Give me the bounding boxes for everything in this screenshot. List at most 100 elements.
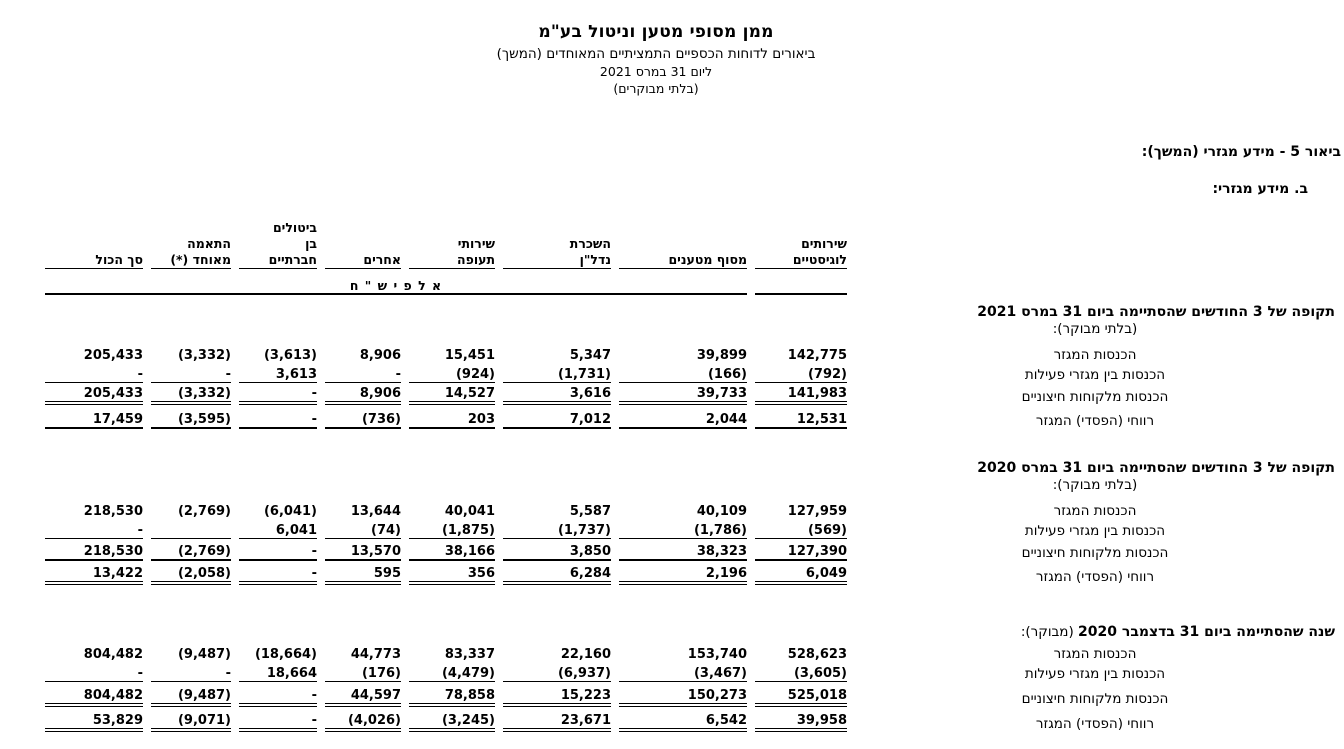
company-name: ממן מסופי מטען וניטול בע"מ — [538, 22, 774, 42]
value-cell: 8,906 — [359, 348, 401, 363]
value-cell: 39,899 — [696, 348, 747, 363]
row-label: הכנסות מלקוחות חיצוניים — [1021, 691, 1169, 707]
value-cell: 2,196 — [619, 561, 747, 585]
value-cell: (736) — [325, 405, 401, 429]
value-cell: 2,044 — [619, 405, 747, 429]
value-cell: (2,769) — [177, 504, 231, 519]
value-cell: 78,858 — [409, 682, 495, 707]
empty-cell — [45, 476, 143, 493]
value-cell — [151, 519, 231, 539]
value-cell: (1,875) — [409, 519, 495, 539]
value-cell: 150,273 — [619, 682, 747, 707]
value-cell: - — [239, 383, 317, 405]
empty-cell — [755, 476, 847, 493]
section-audit-label: (בלתי מבוקר): — [1052, 321, 1138, 337]
value-cell: (569) — [755, 519, 847, 539]
section-title: תקופה של 3 החודשים שהסתיימה ביום 31 במרס… — [45, 301, 1335, 320]
value-cell: 53,829 — [45, 707, 143, 732]
note-subtitle: ב. מידע מגזרי: — [1212, 181, 1308, 197]
value-cell: (4,479) — [409, 662, 495, 682]
section-title-text: תקופה של 3 החודשים שהסתיימה ביום 31 במרס… — [977, 304, 1335, 320]
value-cell: (176) — [325, 662, 401, 682]
value-cell: 595 — [325, 561, 401, 585]
units-row-spacer — [855, 269, 1335, 295]
value-cell: 127,390 — [755, 539, 847, 561]
value-cell: (3,595) — [151, 405, 231, 429]
value-cell: 22,160 — [560, 647, 611, 662]
value-cell: 5,347 — [569, 348, 611, 363]
value-cell: (3,245) — [409, 707, 495, 732]
column-header-eliminations: ביטולים בן חברתיים — [239, 196, 317, 269]
value-cell: 525,018 — [755, 682, 847, 707]
row-label: רווחי (הפסדי) המגזר — [1035, 569, 1155, 585]
value-cell: (9,487) — [177, 647, 231, 662]
value-cell: 38,323 — [619, 539, 747, 561]
value-cell: (3,332) — [151, 383, 231, 405]
value-cell: 13,644 — [350, 504, 401, 519]
value-cell: 804,482 — [45, 682, 143, 707]
value-cell: 153,740 — [687, 647, 747, 662]
section-title-text: תקופה של 3 החודשים שהסתיימה ביום 31 במרס… — [977, 460, 1335, 476]
column-header-logistics: שירותים לוגיסטיים — [755, 196, 847, 269]
value-cell: (3,613) — [263, 348, 317, 363]
value-cell: 18,664 — [239, 662, 317, 682]
value-cell: 218,530 — [83, 504, 143, 519]
column-header-spacer — [855, 196, 1335, 269]
value-cell: 205,433 — [83, 348, 143, 363]
empty-cell — [409, 476, 495, 493]
value-cell: - — [239, 539, 317, 561]
value-cell: 15,223 — [503, 682, 611, 707]
value-cell: (74) — [325, 519, 401, 539]
document-header: ממן מסופי מטען וניטול בע"מ ביאורים לדוחו… — [0, 22, 1312, 98]
value-cell: 40,109 — [696, 504, 747, 519]
row-label: הכנסות בין מגזרי פעילות — [1024, 523, 1166, 539]
value-cell: - — [325, 363, 401, 383]
note-title: ביאור 5 - מידע מגזרי (המשך): — [1141, 144, 1341, 160]
value-cell: 17,459 — [45, 405, 143, 429]
value-cell: 15,451 — [444, 348, 495, 363]
value-cell: (9,487) — [151, 682, 231, 707]
value-cell: (2,058) — [151, 561, 231, 585]
empty-cell — [45, 320, 143, 337]
document-subtitle: ביאורים לדוחות הכספיים התמציתיים המאוחדי… — [496, 46, 816, 62]
spacer — [45, 585, 1335, 621]
value-cell: (2,769) — [151, 539, 231, 561]
value-cell: 39,733 — [619, 383, 747, 405]
value-cell: 3,850 — [503, 539, 611, 561]
column-header-others: אחרים — [325, 196, 401, 269]
spacer — [45, 429, 1335, 457]
section-audit-label: (מבוקר): — [1020, 624, 1079, 640]
row-label: הכנסות מלקוחות חיצוניים — [1021, 545, 1169, 561]
value-cell: 7,012 — [503, 405, 611, 429]
empty-cell — [151, 320, 231, 337]
value-cell: 6,542 — [619, 707, 747, 732]
value-cell: 38,166 — [409, 539, 495, 561]
value-cell: (3,467) — [619, 662, 747, 682]
value-cell: 6,041 — [239, 519, 317, 539]
value-cell: 40,041 — [444, 504, 495, 519]
column-header-cargo-terminal: מסוף מטענים — [619, 196, 747, 269]
value-cell: 13,570 — [325, 539, 401, 561]
row-label: הכנסות בין מגזרי פעילות — [1024, 367, 1166, 383]
value-cell: 3,613 — [239, 363, 317, 383]
value-cell: (6,937) — [503, 662, 611, 682]
value-cell: (1,737) — [503, 519, 611, 539]
empty-cell — [239, 476, 317, 493]
empty-cell — [325, 320, 401, 337]
empty-cell — [409, 320, 495, 337]
value-cell: 12,531 — [755, 405, 847, 429]
table-body: שירותים לוגיסטיים מסוף מטענים השכרת נדל"ן ש… — [45, 196, 1335, 732]
section-title: תקופה של 3 החודשים שהסתיימה ביום 31 במרס… — [45, 457, 1335, 476]
empty-cell — [151, 476, 231, 493]
value-cell: - — [151, 662, 231, 682]
value-cell: 44,597 — [325, 682, 401, 707]
column-header-aviation: שירותי תעופה — [409, 196, 495, 269]
value-cell: (9,071) — [151, 707, 231, 732]
row-label: רווחי (הפסדי) המגזר — [1035, 716, 1155, 732]
row-label: הכנסות בין מגזרי פעילות — [1024, 666, 1166, 682]
row-label: רווחי (הפסדי) המגזר — [1035, 413, 1155, 429]
column-header-adjustment: התאמה מאוחד (*) — [151, 196, 231, 269]
section-title-text: שנה שהסתיימה ביום 31 בדצמבר 2020 — [1078, 624, 1335, 640]
column-header-real-estate: השכרת נדל"ן — [503, 196, 611, 269]
value-cell: 203 — [409, 405, 495, 429]
